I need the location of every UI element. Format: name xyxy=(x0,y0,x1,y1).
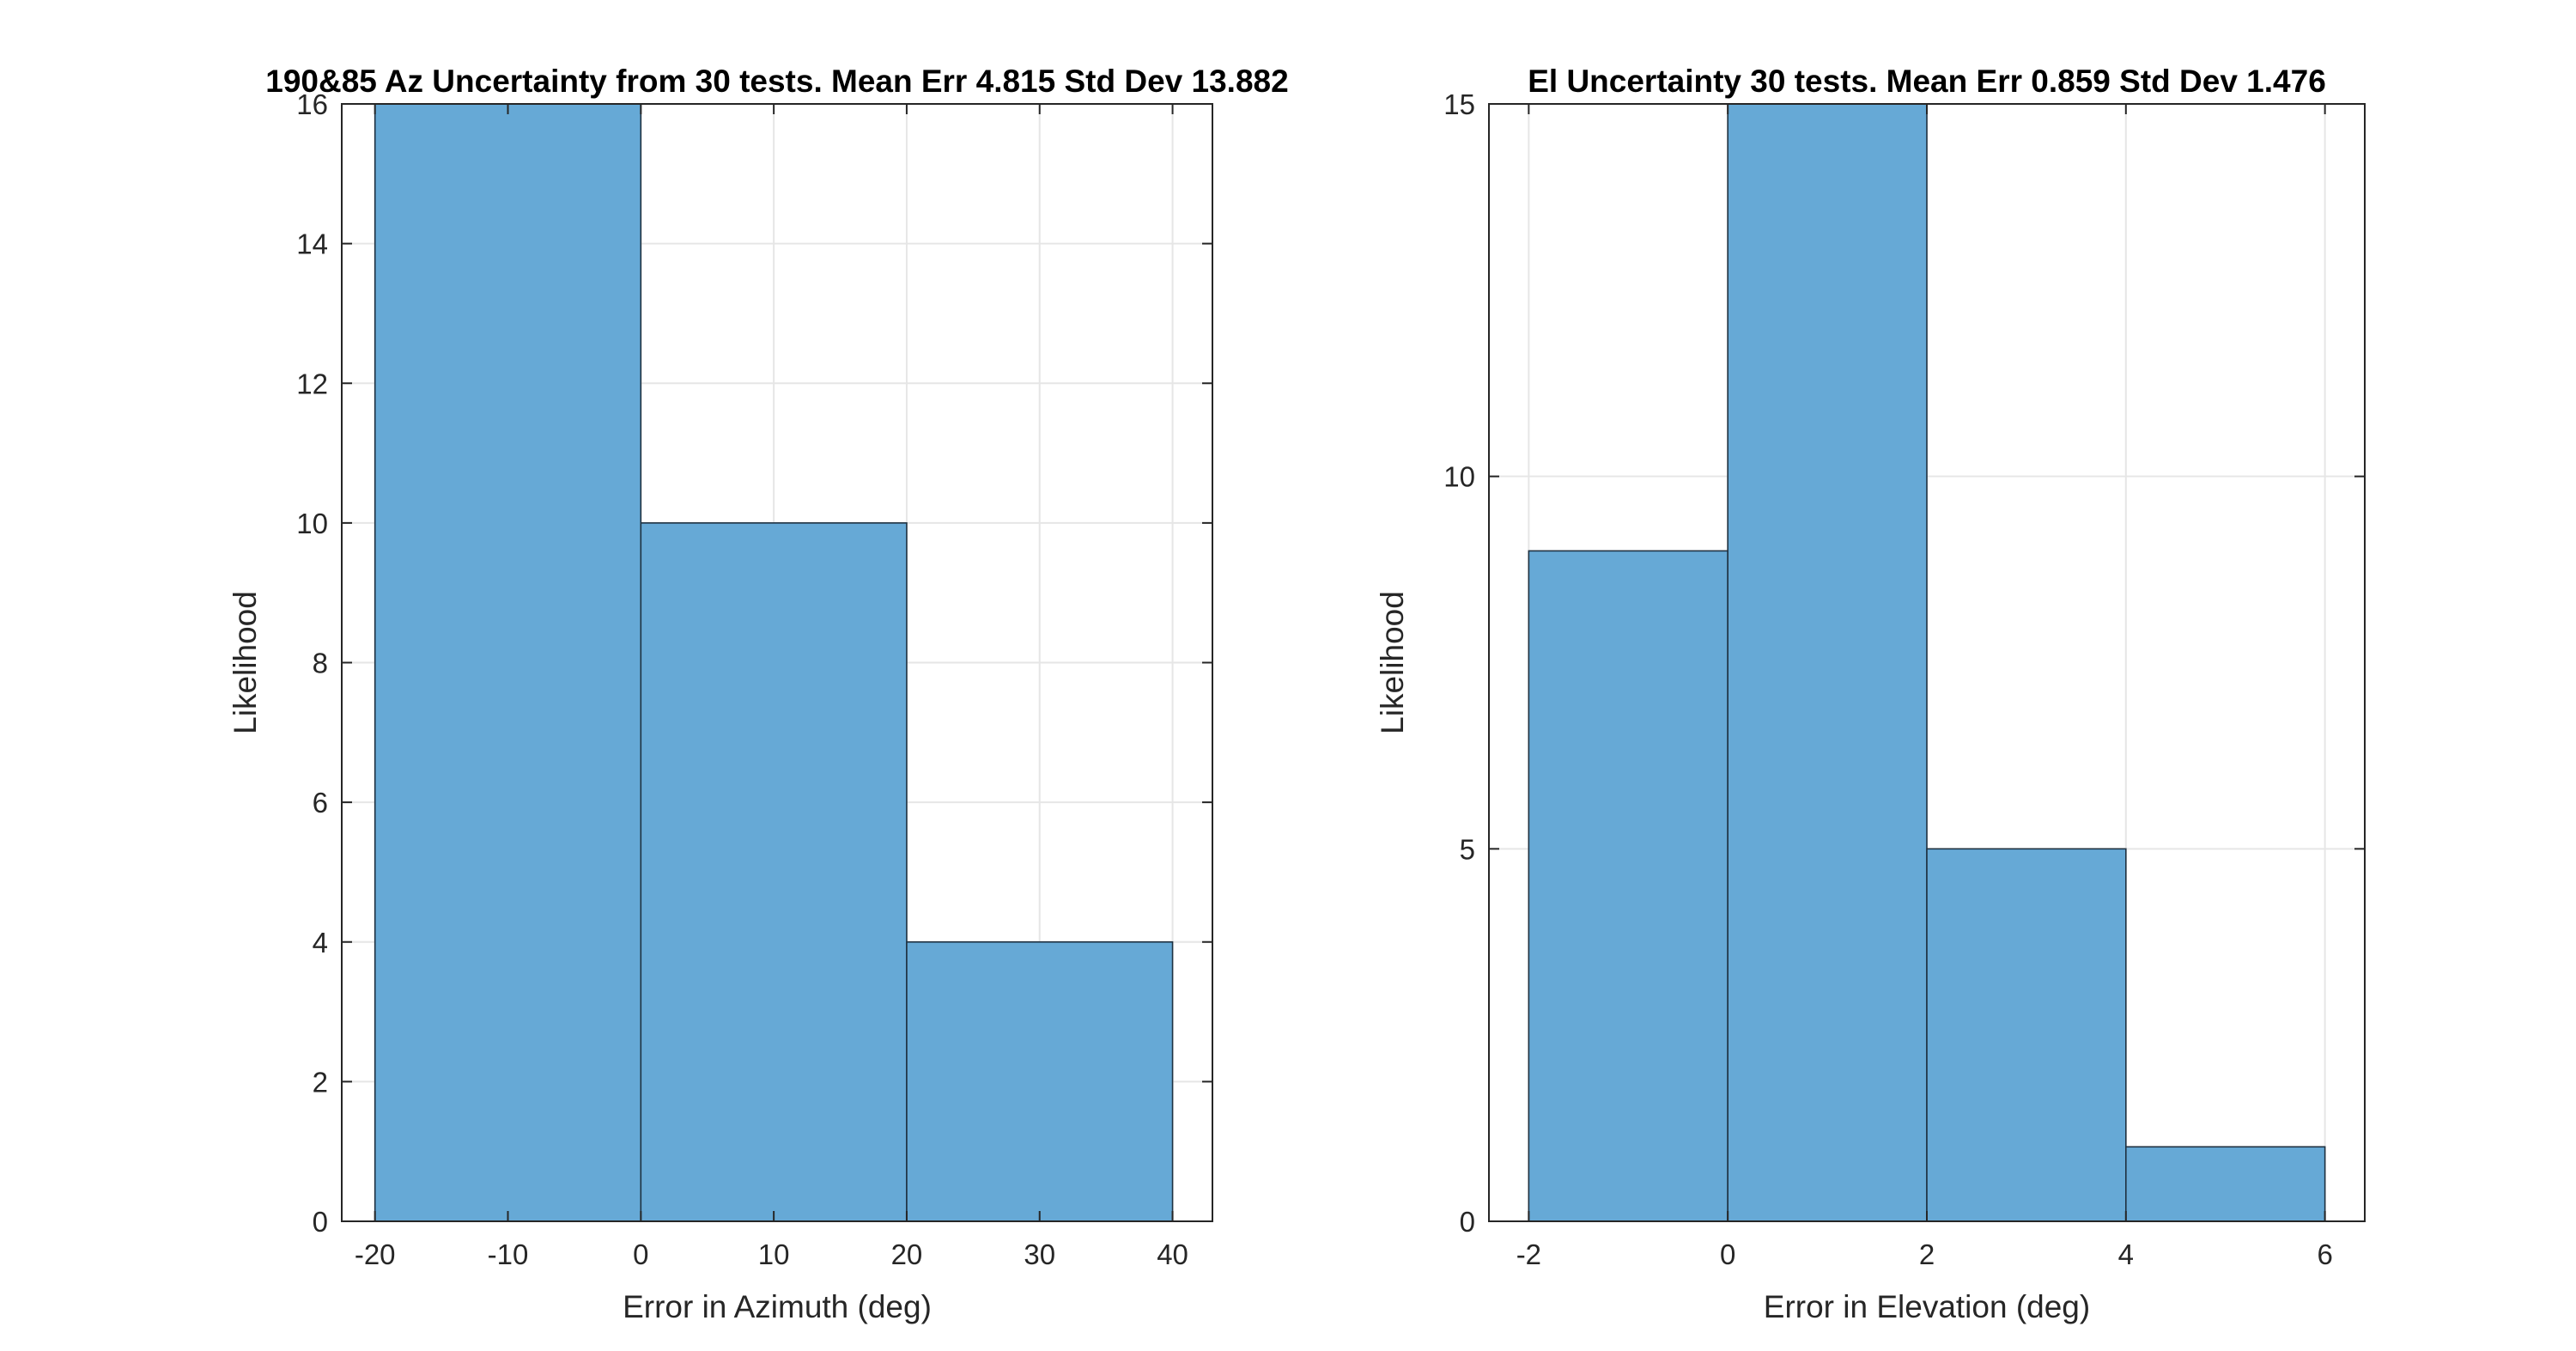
azimuth-y-tick-label: 12 xyxy=(296,368,328,399)
azimuth-x-tick-label: 40 xyxy=(1157,1238,1188,1270)
elevation-x-tick-label: 4 xyxy=(2118,1238,2134,1270)
azimuth-bars xyxy=(374,103,1174,1222)
elevation-x-tick-label: 6 xyxy=(2317,1238,2332,1270)
elevation-y-axis-label: Likelihood xyxy=(1375,591,1410,734)
elevation-x-tick-label: 0 xyxy=(1720,1238,1735,1270)
azimuth-y-tick-label: 2 xyxy=(313,1066,328,1098)
azimuth-y-tick-labels: 0 2 4 6 8 10 12 14 16 xyxy=(296,88,328,1238)
azimuth-x-tick-label: 20 xyxy=(891,1238,923,1270)
elevation-histogram-bar xyxy=(1727,103,1928,1222)
elevation-histogram: -2 0 2 4 6 0 5 10 15 El Uncertainty 30 tests. M… xyxy=(1375,64,2366,1324)
elevation-x-tick-label: 2 xyxy=(1919,1238,1935,1270)
azimuth-x-tick-labels: -20 -10 0 10 20 30 40 xyxy=(355,1238,1188,1270)
azimuth-y-tick-label: 14 xyxy=(296,228,328,260)
azimuth-x-tick-label: 0 xyxy=(633,1238,648,1270)
azimuth-y-tick-label: 8 xyxy=(313,648,328,679)
azimuth-y-tick-label: 16 xyxy=(296,88,328,120)
azimuth-tick-marks xyxy=(342,103,1212,1222)
azimuth-x-tick-label: 10 xyxy=(758,1238,790,1270)
elevation-y-tick-label: 5 xyxy=(1460,833,1475,865)
elevation-histogram-bar xyxy=(1528,550,1728,1222)
elevation-bars xyxy=(1528,103,2326,1222)
elevation-x-tick-labels: -2 0 2 4 6 xyxy=(1516,1238,2333,1270)
azimuth-x-axis-label: Error in Azimuth (deg) xyxy=(623,1289,932,1324)
azimuth-x-tick-label: 30 xyxy=(1024,1238,1055,1270)
azimuth-x-tick-label: -20 xyxy=(355,1238,396,1270)
azimuth-histogram-bar xyxy=(640,522,908,1222)
elevation-y-tick-labels: 0 5 10 15 xyxy=(1443,88,1475,1238)
azimuth-y-tick-label: 0 xyxy=(313,1206,328,1238)
elevation-histogram-bar xyxy=(1926,848,2127,1222)
elevation-y-tick-label: 0 xyxy=(1460,1206,1475,1238)
elevation-x-tick-label: -2 xyxy=(1516,1238,1541,1270)
azimuth-x-tick-label: -10 xyxy=(488,1238,529,1270)
elevation-x-axis-label: Error in Elevation (deg) xyxy=(1764,1289,2090,1324)
elevation-tick-marks xyxy=(1489,103,2365,1222)
azimuth-y-tick-label: 10 xyxy=(296,508,328,539)
azimuth-y-tick-label: 4 xyxy=(313,927,328,958)
azimuth-histogram: -20 -10 0 10 20 30 40 0 2 4 6 8 10 12 14 16 190&85 Az … xyxy=(228,64,1289,1324)
azimuth-y-tick-label: 6 xyxy=(313,787,328,819)
azimuth-chart-title: 190&85 Az Uncertainty from 30 tests. Mea… xyxy=(265,64,1288,99)
azimuth-y-axis-label: Likelihood xyxy=(228,591,263,734)
azimuth-histogram-bar xyxy=(374,103,642,1222)
elevation-y-tick-label: 10 xyxy=(1443,461,1475,493)
azimuth-histogram-bar xyxy=(906,940,1174,1222)
elevation-chart-title: El Uncertainty 30 tests. Mean Err 0.859 … xyxy=(1528,64,2326,99)
elevation-y-tick-label: 15 xyxy=(1443,88,1475,120)
elevation-histogram-bar xyxy=(2125,1146,2326,1222)
